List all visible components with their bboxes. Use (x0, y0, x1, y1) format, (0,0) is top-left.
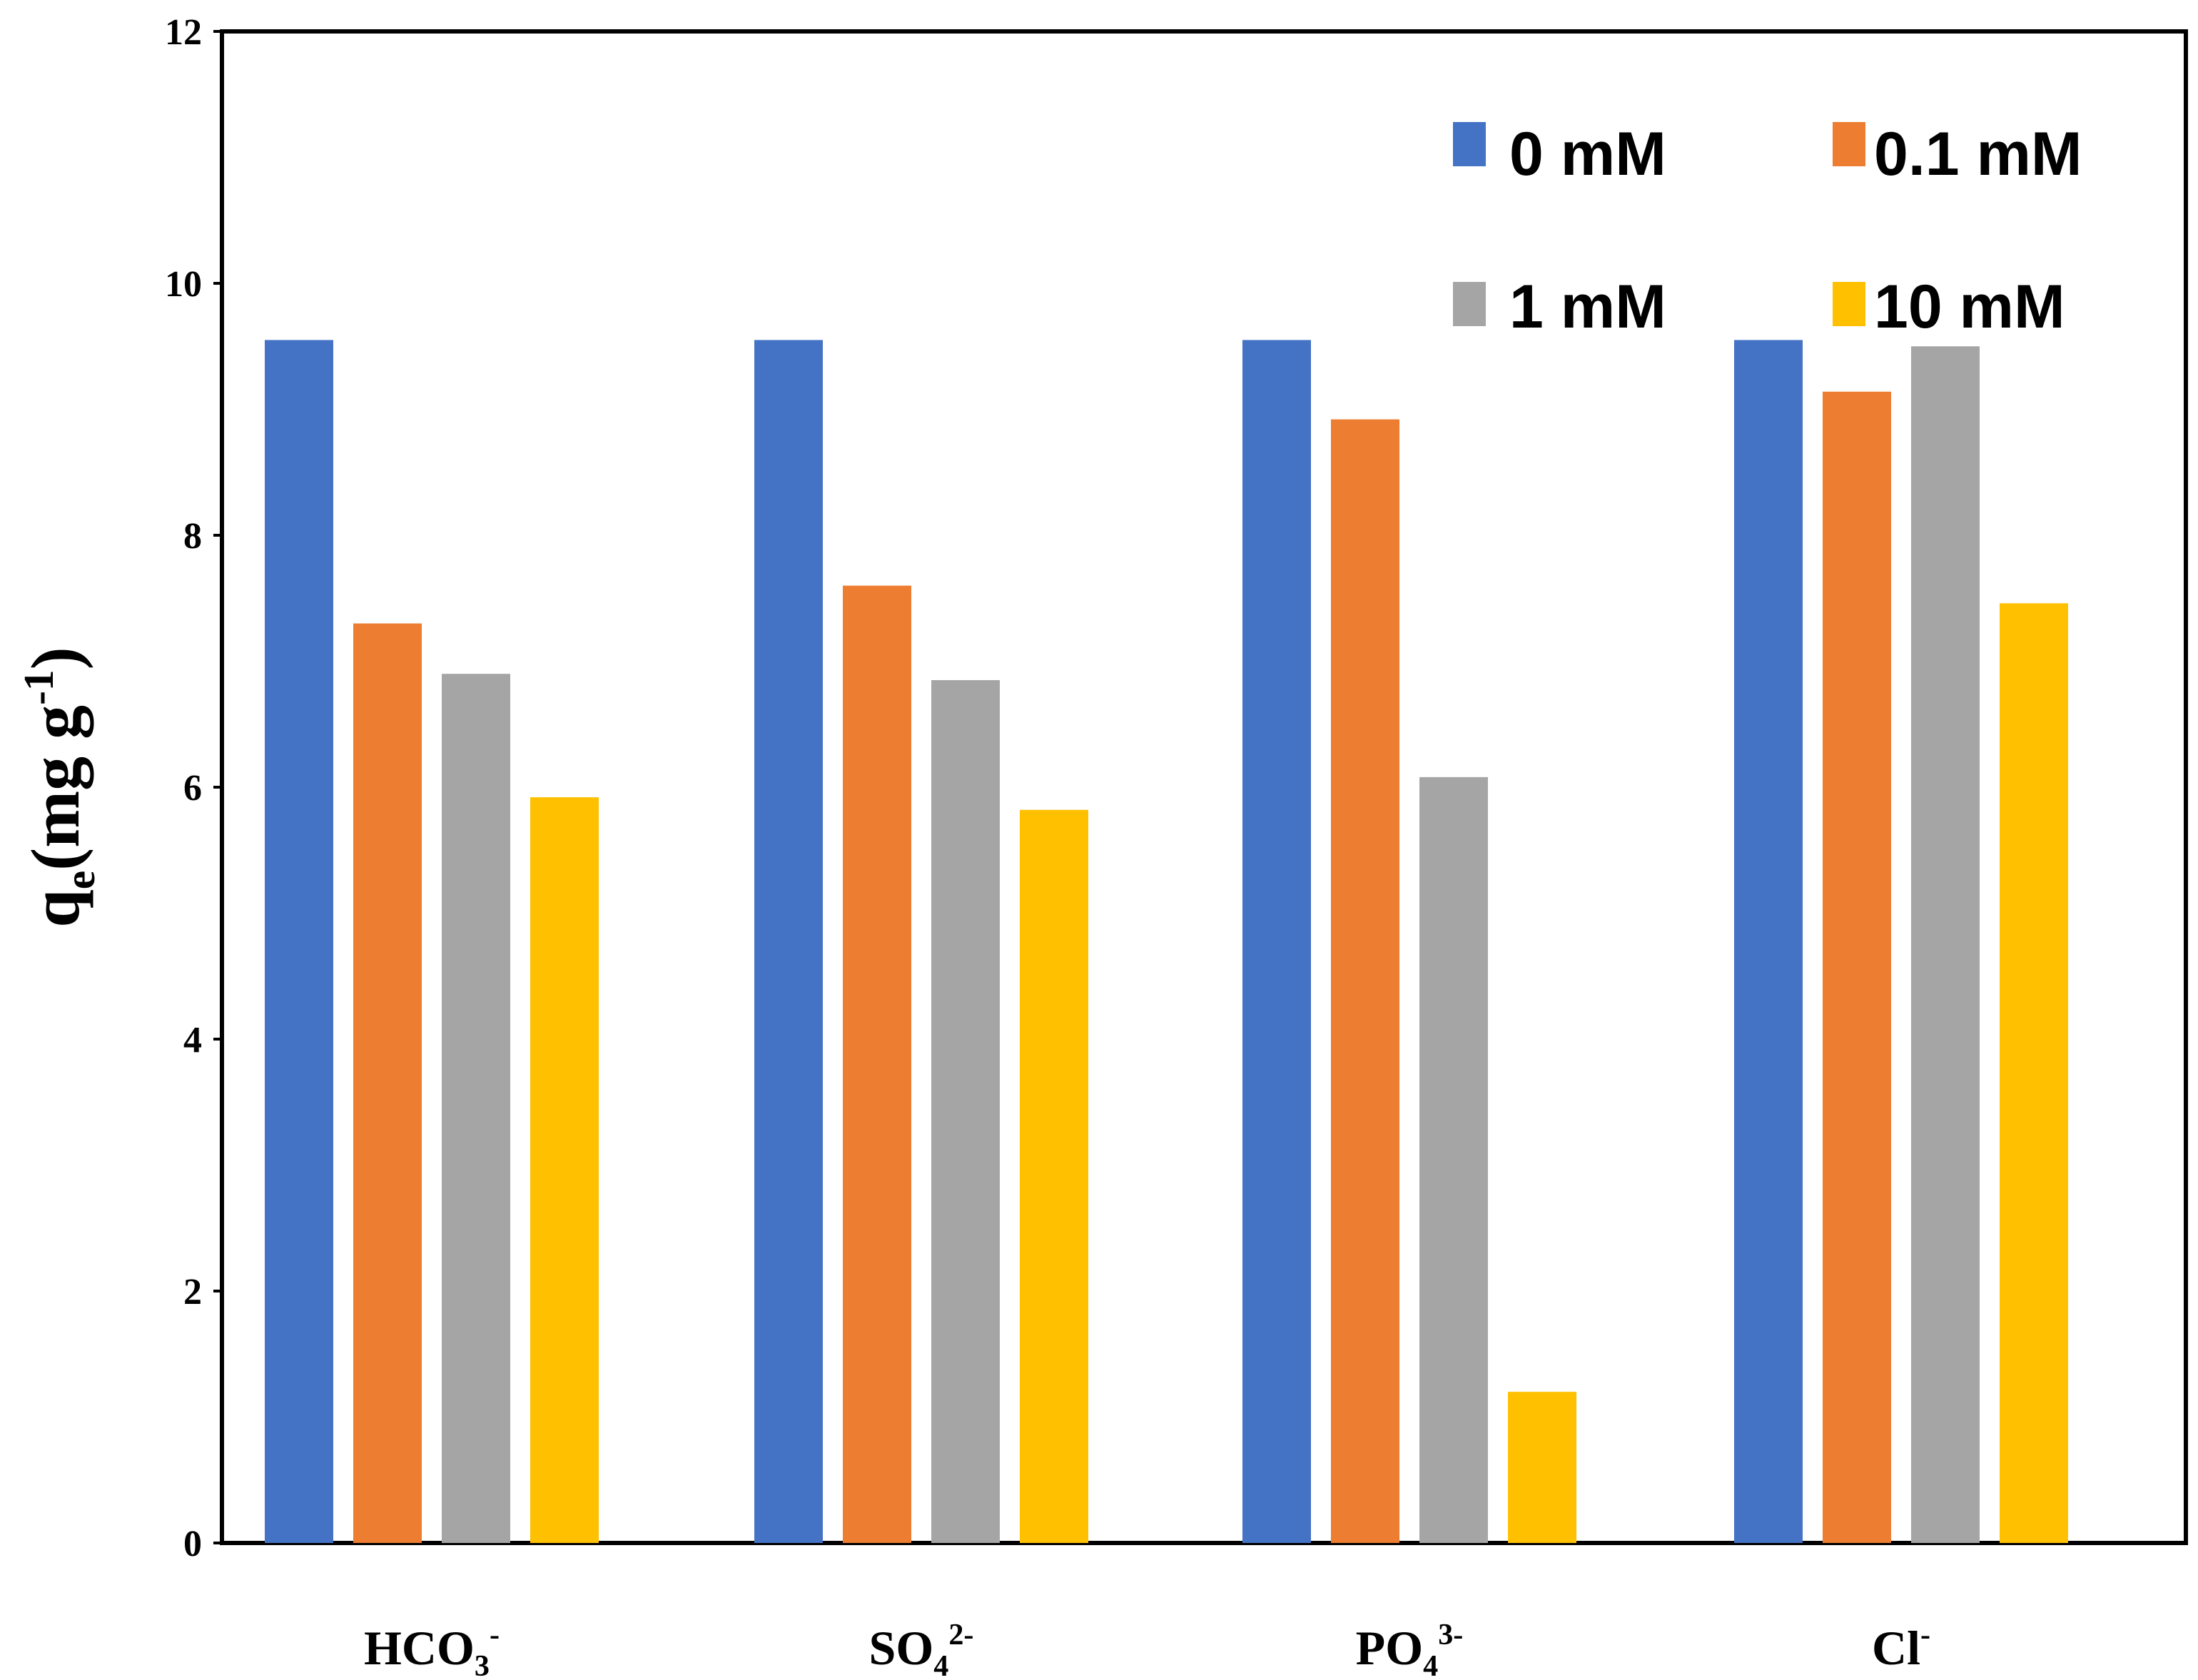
x-category-label: SO42- (869, 1618, 974, 1680)
bar-0-mm-0 (265, 340, 333, 1543)
y-axis: 0 2 4 6 8 10 12 (165, 12, 222, 1564)
bar-1-mm-0 (442, 674, 510, 1543)
plot-area-border (220, 29, 2188, 1545)
x-category-label: Cl- (1872, 1618, 1930, 1675)
x-category-label: PO43- (1356, 1618, 1464, 1680)
y-tick-label: 4 (183, 1020, 202, 1061)
y-tick-label: 8 (183, 516, 202, 557)
bar-10-mm-3 (2000, 603, 2068, 1543)
bar-0_1-mm-1 (843, 585, 911, 1543)
legend-swatch (1833, 122, 1865, 166)
bars (265, 340, 2068, 1543)
y-tick-label: 6 (183, 768, 202, 809)
bar-0-mm-1 (754, 340, 823, 1543)
bar-1-mm-1 (931, 679, 1000, 1543)
y-tick-label: 12 (165, 12, 202, 53)
bar-0_1-mm-3 (1823, 391, 1891, 1543)
bar-10-mm-0 (530, 797, 599, 1543)
bar-1-mm-2 (1419, 776, 1488, 1543)
legend-label: 1 mM (1509, 273, 1666, 341)
legend-swatch (1453, 122, 1486, 166)
legend-swatch (1453, 282, 1486, 326)
bar-1-mm-3 (1911, 346, 1980, 1543)
legend-label: 10 mM (1874, 273, 2065, 341)
y-tick-label: 2 (183, 1272, 202, 1312)
y-tick-label: 0 (183, 1524, 202, 1564)
legend: 0 mM 0.1 mM 1 mM 10 mM (1453, 120, 2082, 341)
bar-10-mm-2 (1508, 1392, 1576, 1543)
bar-0_1-mm-0 (353, 623, 422, 1543)
y-axis-title: qe(mg g-1) (15, 647, 103, 927)
legend-swatch (1833, 282, 1865, 326)
bar-0-mm-2 (1242, 340, 1311, 1543)
bar-0_1-mm-2 (1331, 419, 1399, 1543)
bar-10-mm-1 (1020, 809, 1088, 1543)
y-tick-label: 10 (165, 264, 202, 305)
x-axis-labels: HCO3- SO42- PO43- Cl- (364, 1618, 1930, 1680)
legend-label: 0.1 mM (1874, 120, 2082, 188)
x-category-label: HCO3- (364, 1618, 500, 1680)
bar-0-mm-3 (1734, 340, 1803, 1543)
legend-label: 0 mM (1509, 120, 1666, 188)
